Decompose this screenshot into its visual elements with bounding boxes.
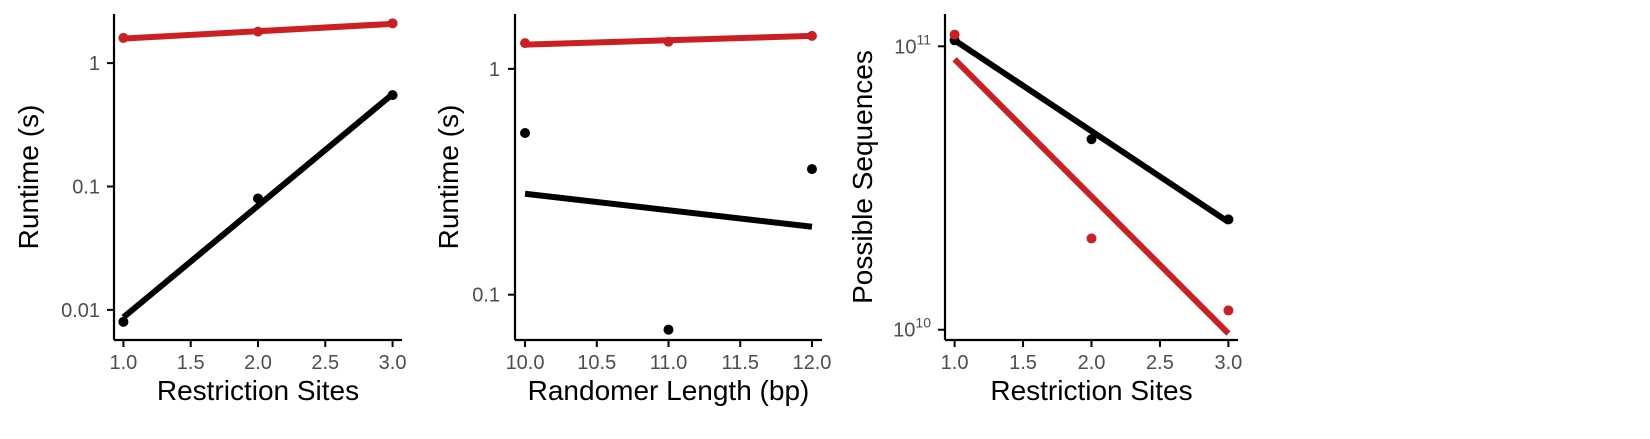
data-point — [1223, 214, 1234, 225]
series-1 — [118, 18, 398, 43]
y-tick-label-exponent: 10 — [915, 315, 931, 331]
data-point — [387, 90, 398, 101]
data-point — [663, 36, 674, 47]
y-tick-label: 1 — [489, 59, 500, 81]
x-tick-label: 1.5 — [1009, 352, 1037, 374]
x-tick-label: 2.5 — [311, 352, 339, 374]
x-tick-label: 3.0 — [1215, 352, 1243, 374]
x-tick-label: 1.0 — [110, 352, 138, 374]
y-tick-label: 1011 — [894, 31, 931, 58]
x-tick-label: 10.5 — [577, 352, 616, 374]
data-point — [806, 164, 817, 175]
x-tick-label: 11.5 — [722, 352, 759, 374]
chart-panel-1: 1.0 1.5 2.0 2.5 3.0 0.01 0.1 1 Restriction Sites… — [13, 14, 406, 406]
x-tick-label: 11.0 — [650, 352, 687, 374]
x-axis-title: Restriction Sites — [157, 375, 359, 406]
y-tick-label-base: 10 — [893, 320, 915, 342]
y-tick-label: 1 — [89, 53, 100, 75]
data-point — [949, 29, 960, 40]
y-tick-label-base: 10 — [894, 36, 916, 58]
trend-line — [952, 37, 1231, 225]
x-tick-label: 1.5 — [177, 352, 205, 374]
chart-panel-2: 10.0 10.5 11.0 11.5 12.0 0.1 1 Randomer Length … — [433, 14, 831, 406]
data-point — [520, 128, 531, 139]
x-tick-label: 2.0 — [244, 352, 272, 374]
x-tick-label: 3.0 — [379, 352, 407, 374]
y-tick-label: 0.01 — [61, 300, 100, 322]
y-axis-title: Possible Sequences — [847, 50, 878, 304]
data-point — [1086, 233, 1097, 244]
series-1 — [520, 30, 817, 49]
x-tick-label: 10.0 — [506, 352, 545, 374]
y-tick-label: 0.1 — [472, 285, 500, 307]
y-tick-label: 0.1 — [72, 176, 100, 198]
x-tick-label: 2.5 — [1146, 352, 1174, 374]
data-point — [387, 18, 398, 29]
x-tick-label: 1.0 — [941, 352, 969, 374]
x-tick-label: 2.0 — [1078, 352, 1106, 374]
data-point — [118, 32, 129, 43]
data-point — [118, 316, 129, 327]
y-tick-label: 1010 — [893, 315, 931, 342]
series-2 — [949, 29, 1234, 336]
y-axis-title: Runtime (s) — [433, 105, 464, 250]
series-2 — [520, 128, 817, 335]
data-point — [1223, 305, 1234, 316]
y-axis-title: Runtime (s) — [13, 105, 44, 250]
series-1 — [949, 35, 1234, 225]
data-point — [253, 26, 263, 37]
data-point — [520, 38, 531, 49]
series-2 — [118, 90, 398, 327]
y-tick-label-exponent: 11 — [916, 31, 931, 47]
data-point — [1086, 134, 1097, 145]
x-tick-label: 12.0 — [792, 352, 831, 374]
trend-line — [524, 190, 813, 230]
trend-line — [121, 91, 395, 320]
data-point — [253, 193, 263, 204]
x-axis-title: Randomer Length (bp) — [528, 375, 810, 406]
x-axis-title: Restriction Sites — [990, 375, 1192, 406]
data-point — [806, 30, 817, 41]
trend-line — [952, 57, 1231, 336]
data-point — [663, 324, 674, 335]
